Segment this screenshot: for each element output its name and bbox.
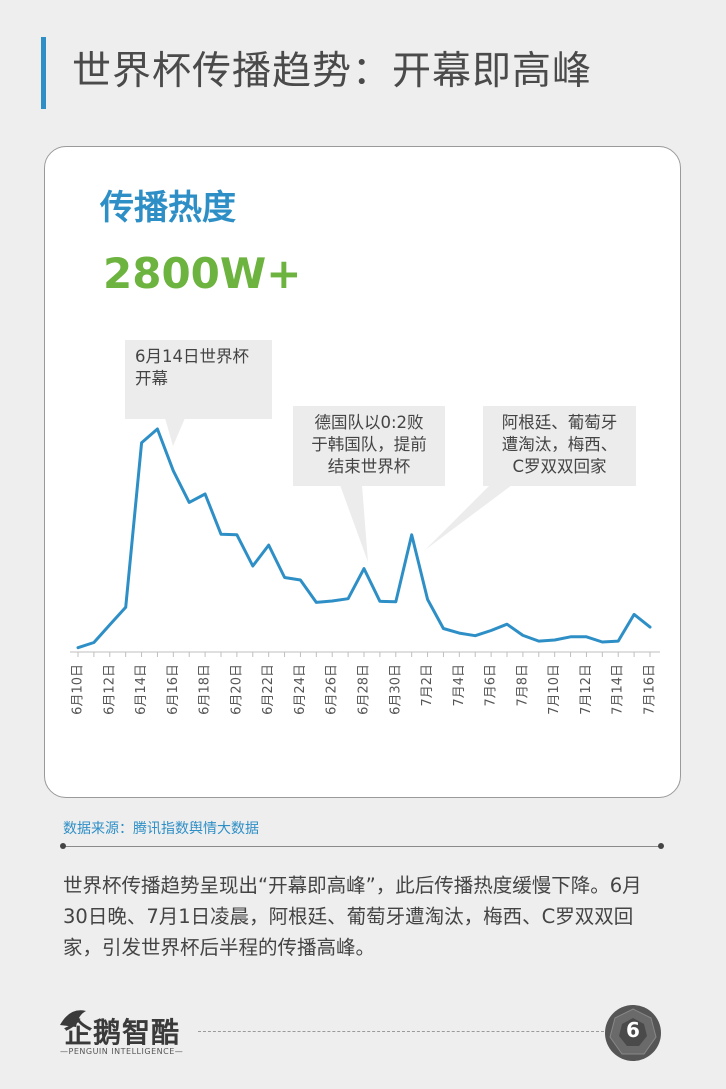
annotation-line: C罗双双回家 <box>512 457 607 476</box>
x-tick-label: 7月6日 <box>484 664 499 707</box>
x-tick-label: 6月20日 <box>229 664 244 715</box>
annotation-opening: 6月14日世界杯 开幕 <box>125 340 272 419</box>
annotation-pointer <box>340 485 368 562</box>
x-tick-label: 6月26日 <box>325 664 340 715</box>
page-number: 6 <box>626 1018 640 1042</box>
metric-label: 传播热度 <box>100 188 236 228</box>
x-tick-label: 6月10日 <box>71 664 86 715</box>
x-tick-label: 7月16日 <box>643 664 658 715</box>
x-tick-label: 6月16日 <box>166 664 181 715</box>
logo: 企鹅智酷 —PENGUIN INTELLIGENCE— <box>56 1005 184 1061</box>
divider-dot <box>60 843 66 849</box>
x-tick-label: 6月12日 <box>102 664 117 715</box>
x-tick-label: 6月28日 <box>357 664 372 715</box>
x-tick-label: 6月24日 <box>293 664 308 715</box>
annotation-line: 开幕 <box>135 369 168 388</box>
x-tick-label: 6月18日 <box>198 664 213 715</box>
x-tick-label: 7月12日 <box>579 664 594 715</box>
annotation-line: 结束世界杯 <box>327 457 411 476</box>
annotation-line: 于韩国队，提前 <box>311 435 427 454</box>
x-tick-label: 6月14日 <box>134 664 149 715</box>
penguin-icon <box>60 1010 86 1027</box>
annotation-line: 遭淘汰，梅西、 <box>501 435 618 454</box>
x-tick-label: 7月2日 <box>420 664 435 707</box>
x-tick-label: 7月14日 <box>611 664 626 715</box>
metric-value: 2800W+ <box>103 249 302 298</box>
annotation-argentina-portugal: 阿根廷、葡萄牙 遭淘汰，梅西、 C罗双双回家 <box>483 406 636 486</box>
footer-divider <box>198 1031 604 1032</box>
divider-dot <box>658 843 664 849</box>
title-accent-bar <box>41 37 46 109</box>
logo-subtitle: —PENGUIN INTELLIGENCE— <box>60 1047 184 1056</box>
logo-name: 企鹅智酷 <box>64 1016 181 1049</box>
page-badge-icon <box>605 1005 661 1061</box>
x-tick-label: 6月22日 <box>261 664 276 715</box>
divider <box>63 846 661 847</box>
annotation-line: 6月14日世界杯 <box>135 347 249 366</box>
page-title: 世界杯传播趋势：开幕即高峰 <box>72 49 593 94</box>
annotation-pointer <box>165 418 185 446</box>
description-text: 世界杯传播趋势呈现出“开幕即高峰”，此后传播热度缓慢下降。6月30日晚、7月1日… <box>63 874 642 959</box>
data-source: 数据来源：腾讯指数舆情大数据 <box>63 821 259 837</box>
x-tick-label: 7月8日 <box>515 664 530 707</box>
x-tick-label: 6月30日 <box>388 664 403 715</box>
x-tick-label: 7月10日 <box>547 664 562 715</box>
annotation-line: 德国队以0:2败 <box>314 413 424 432</box>
annotation-pointer <box>425 485 512 550</box>
x-tick-label: 7月4日 <box>452 664 467 707</box>
annotation-line: 阿根廷、葡萄牙 <box>501 413 618 432</box>
annotation-germany: 德国队以0:2败 于韩国队，提前 结束世界杯 <box>293 406 445 486</box>
